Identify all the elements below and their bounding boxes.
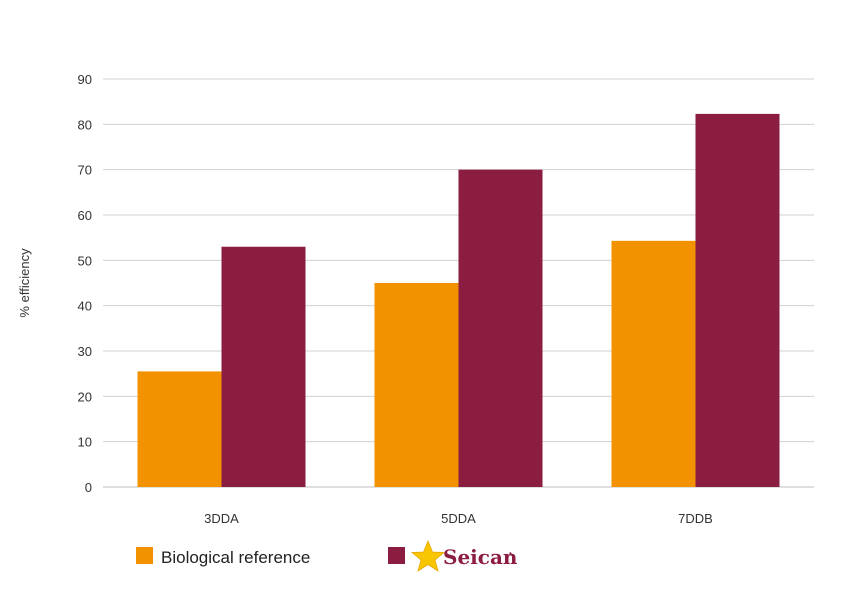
legend-swatch-biological-reference <box>136 547 153 564</box>
y-tick-label: 10 <box>78 435 92 450</box>
bars <box>137 113 780 487</box>
star-logo-icon <box>410 539 446 572</box>
bar-seican-3dda <box>221 246 306 487</box>
y-axis-label: % efficiency <box>17 248 32 318</box>
bar-seican-7ddb <box>695 113 780 487</box>
x-axis-categories: 3DDA 5DDA 7DDB <box>204 511 713 526</box>
y-tick-label: 20 <box>78 389 92 404</box>
x-category-label: 5DDA <box>441 511 476 526</box>
legend-label-biological-reference: Biological reference <box>161 548 310 567</box>
y-tick-label: 30 <box>78 344 92 359</box>
y-tick-label: 40 <box>78 299 92 314</box>
y-tick-label: 0 <box>85 480 92 495</box>
y-tick-label: 70 <box>78 163 92 178</box>
bar-seican-5dda <box>458 169 543 487</box>
star-icon <box>410 539 446 572</box>
x-category-label: 7DDB <box>678 511 713 526</box>
bar-biological-reference-3dda <box>137 371 222 487</box>
x-category-label: 3DDA <box>204 511 239 526</box>
legend: Biological reference Seican • <box>136 539 518 572</box>
y-tick-label: 60 <box>78 208 92 223</box>
y-tick-label: 80 <box>78 117 92 132</box>
bar-biological-reference-5dda <box>374 283 459 487</box>
y-tick-label: 90 <box>78 72 92 87</box>
legend-item-biological-reference: Biological reference <box>136 547 310 567</box>
y-tick-label: 50 <box>78 253 92 268</box>
bar-biological-reference-7ddb <box>611 240 696 487</box>
legend-item-seican: Seican • <box>388 539 518 572</box>
legend-swatch-seican <box>388 547 405 564</box>
y-axis-ticks: 0 10 20 30 40 50 60 70 80 90 <box>78 72 92 495</box>
seican-logo-text: Seican <box>443 545 518 569</box>
trademark-dot: • <box>509 549 512 558</box>
